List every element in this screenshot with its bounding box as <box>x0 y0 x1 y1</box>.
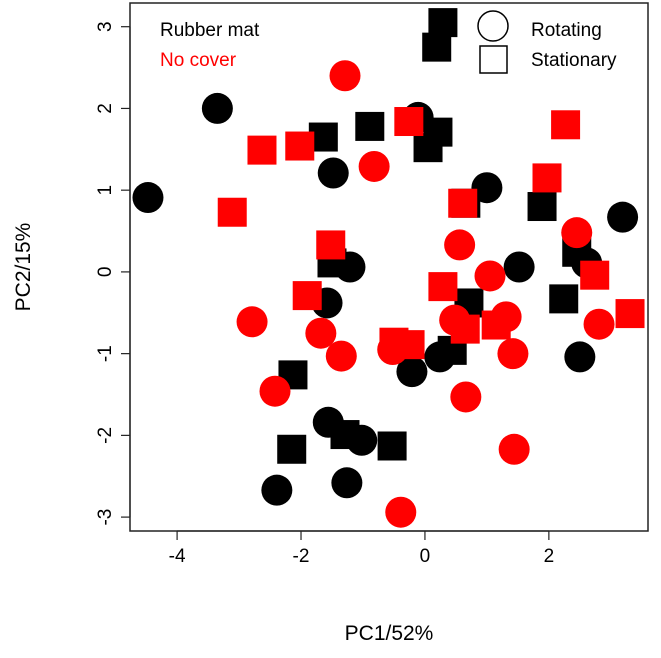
shape-legend: Rotating Stationary <box>477 10 617 74</box>
data-points <box>132 8 645 528</box>
data-point-square <box>428 8 458 38</box>
data-point-square <box>450 314 480 344</box>
color-legend: Rubber mat No cover <box>160 20 260 71</box>
data-point-square <box>330 420 360 450</box>
data-point-circle <box>261 474 293 506</box>
data-point-square <box>532 163 562 193</box>
data-point-circle <box>236 306 268 338</box>
data-point-circle <box>450 381 482 413</box>
data-point-square <box>615 299 645 329</box>
x-tick-label: -4 <box>169 546 186 567</box>
y-tick-label: -3 <box>95 509 116 526</box>
data-point-square <box>355 111 385 141</box>
y-tick-label: -1 <box>95 345 116 362</box>
y-tick-label: -2 <box>95 427 116 444</box>
data-point-square <box>285 131 315 161</box>
data-point-square <box>428 272 458 302</box>
data-point-circle <box>259 375 291 407</box>
y-tick-label: 0 <box>95 267 116 278</box>
data-point-square <box>247 135 277 165</box>
data-point-circle <box>583 308 615 340</box>
data-point-circle <box>385 496 417 528</box>
data-point-circle <box>132 182 164 214</box>
data-point-square <box>316 230 346 260</box>
legend-label-rubber-mat: Rubber mat <box>160 20 260 41</box>
legend-label-stationary: Stationary <box>531 50 617 71</box>
data-point-circle <box>503 251 535 283</box>
data-point-circle <box>396 356 428 388</box>
legend-circle-icon <box>477 10 509 42</box>
legend-label-rotating: Rotating <box>531 20 602 41</box>
data-point-circle <box>305 317 337 349</box>
data-point-circle <box>474 260 506 292</box>
data-point-circle <box>331 467 363 499</box>
data-point-square <box>422 32 452 62</box>
x-axis: -4 -2 0 2 <box>169 530 555 567</box>
data-point-circle <box>358 150 390 182</box>
data-point-square <box>527 192 557 222</box>
data-point-circle <box>325 340 357 372</box>
data-point-square <box>481 310 511 340</box>
legend-label-no-cover: No cover <box>160 50 237 71</box>
data-point-circle <box>607 201 639 233</box>
x-tick-label: 2 <box>544 546 555 567</box>
x-tick-label: 0 <box>420 546 431 567</box>
data-point-square <box>217 197 247 227</box>
data-point-circle <box>498 433 530 465</box>
y-tick-label: 1 <box>95 185 116 196</box>
data-point-circle <box>444 229 476 261</box>
legend-square-icon <box>479 45 508 74</box>
data-point-circle <box>317 157 349 189</box>
data-point-square <box>413 133 443 163</box>
x-tick-label: -2 <box>293 546 310 567</box>
data-point-circle <box>201 92 233 124</box>
data-point-square <box>549 284 579 314</box>
data-point-circle <box>329 60 361 92</box>
data-point-square <box>580 260 610 290</box>
y-axis-label: PC2/15% <box>12 223 35 312</box>
data-point-square <box>551 110 581 140</box>
data-point-square <box>292 281 322 311</box>
y-axis: -3 -2 -1 0 1 2 3 <box>95 21 131 526</box>
x-axis-label: PC1/52% <box>345 622 434 645</box>
data-point-square <box>377 431 407 461</box>
data-point-square <box>277 434 307 464</box>
y-tick-label: 3 <box>95 21 116 32</box>
data-point-circle <box>561 217 593 249</box>
data-point-circle <box>564 341 596 373</box>
data-point-circle <box>497 338 529 370</box>
y-tick-label: 2 <box>95 103 116 114</box>
data-point-square <box>395 330 425 360</box>
data-point-square <box>394 107 424 137</box>
data-point-square <box>448 188 478 218</box>
